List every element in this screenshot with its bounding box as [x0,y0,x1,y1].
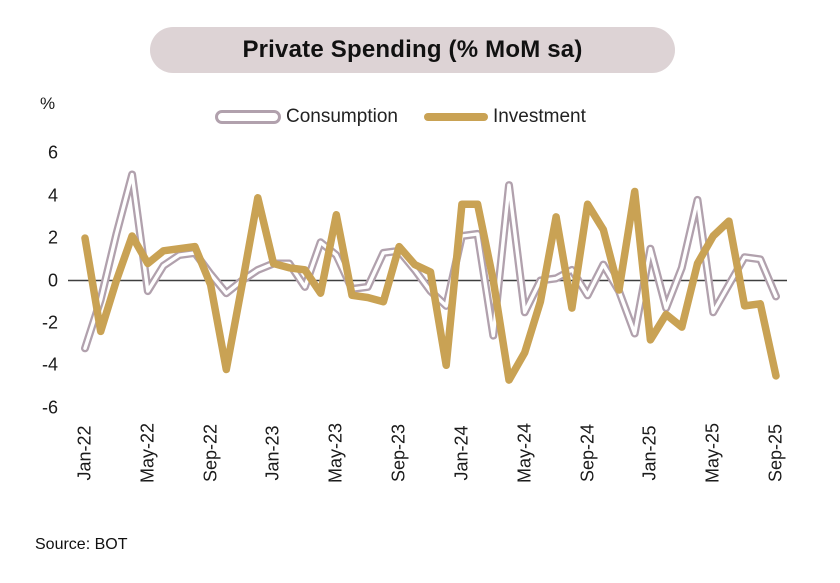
legend-item-investment: Investment [423,106,586,128]
x-tick-label: Sep-23 [388,423,409,483]
consumption-line-swatch-icon [215,110,281,124]
legend-label-consumption: Consumption [286,106,398,127]
x-tick-label: Jan-23 [262,425,283,481]
x-tick-label: May-23 [325,422,346,484]
x-tick-label: Jan-24 [451,425,472,481]
y-axis-unit-label: % [40,94,56,113]
y-tick-label: 6 [47,142,58,163]
legend-item-consumption: Consumption [215,106,398,128]
investment-line-swatch-icon [423,113,488,121]
x-tick-label: May-24 [514,422,535,484]
x-tick-label: Jan-22 [74,425,95,481]
x-tick-label: Sep-24 [577,423,598,483]
y-tick-label: -4 [41,354,58,375]
investment-line [81,187,780,384]
y-tick-label: 2 [47,227,58,248]
y-tick-label: 0 [47,270,58,290]
x-tick-label: May-22 [137,422,158,484]
chart-title-pill: Private Spending (% MoM sa) [150,27,675,73]
y-tick-label: -6 [41,397,58,418]
x-tick-label: Sep-25 [765,423,786,483]
x-tick-label: Sep-22 [200,423,221,483]
legend: Consumption Investment [215,106,586,128]
chart-title: Private Spending (% MoM sa) [242,36,583,63]
x-tick-label: May-25 [702,422,723,484]
legend-label-investment: Investment [492,106,586,127]
y-tick-label: 4 [47,185,58,206]
y-tick-label: -2 [41,312,58,333]
x-tick-label: Jan-25 [639,425,660,481]
source-note: Source: BOT [35,536,128,553]
